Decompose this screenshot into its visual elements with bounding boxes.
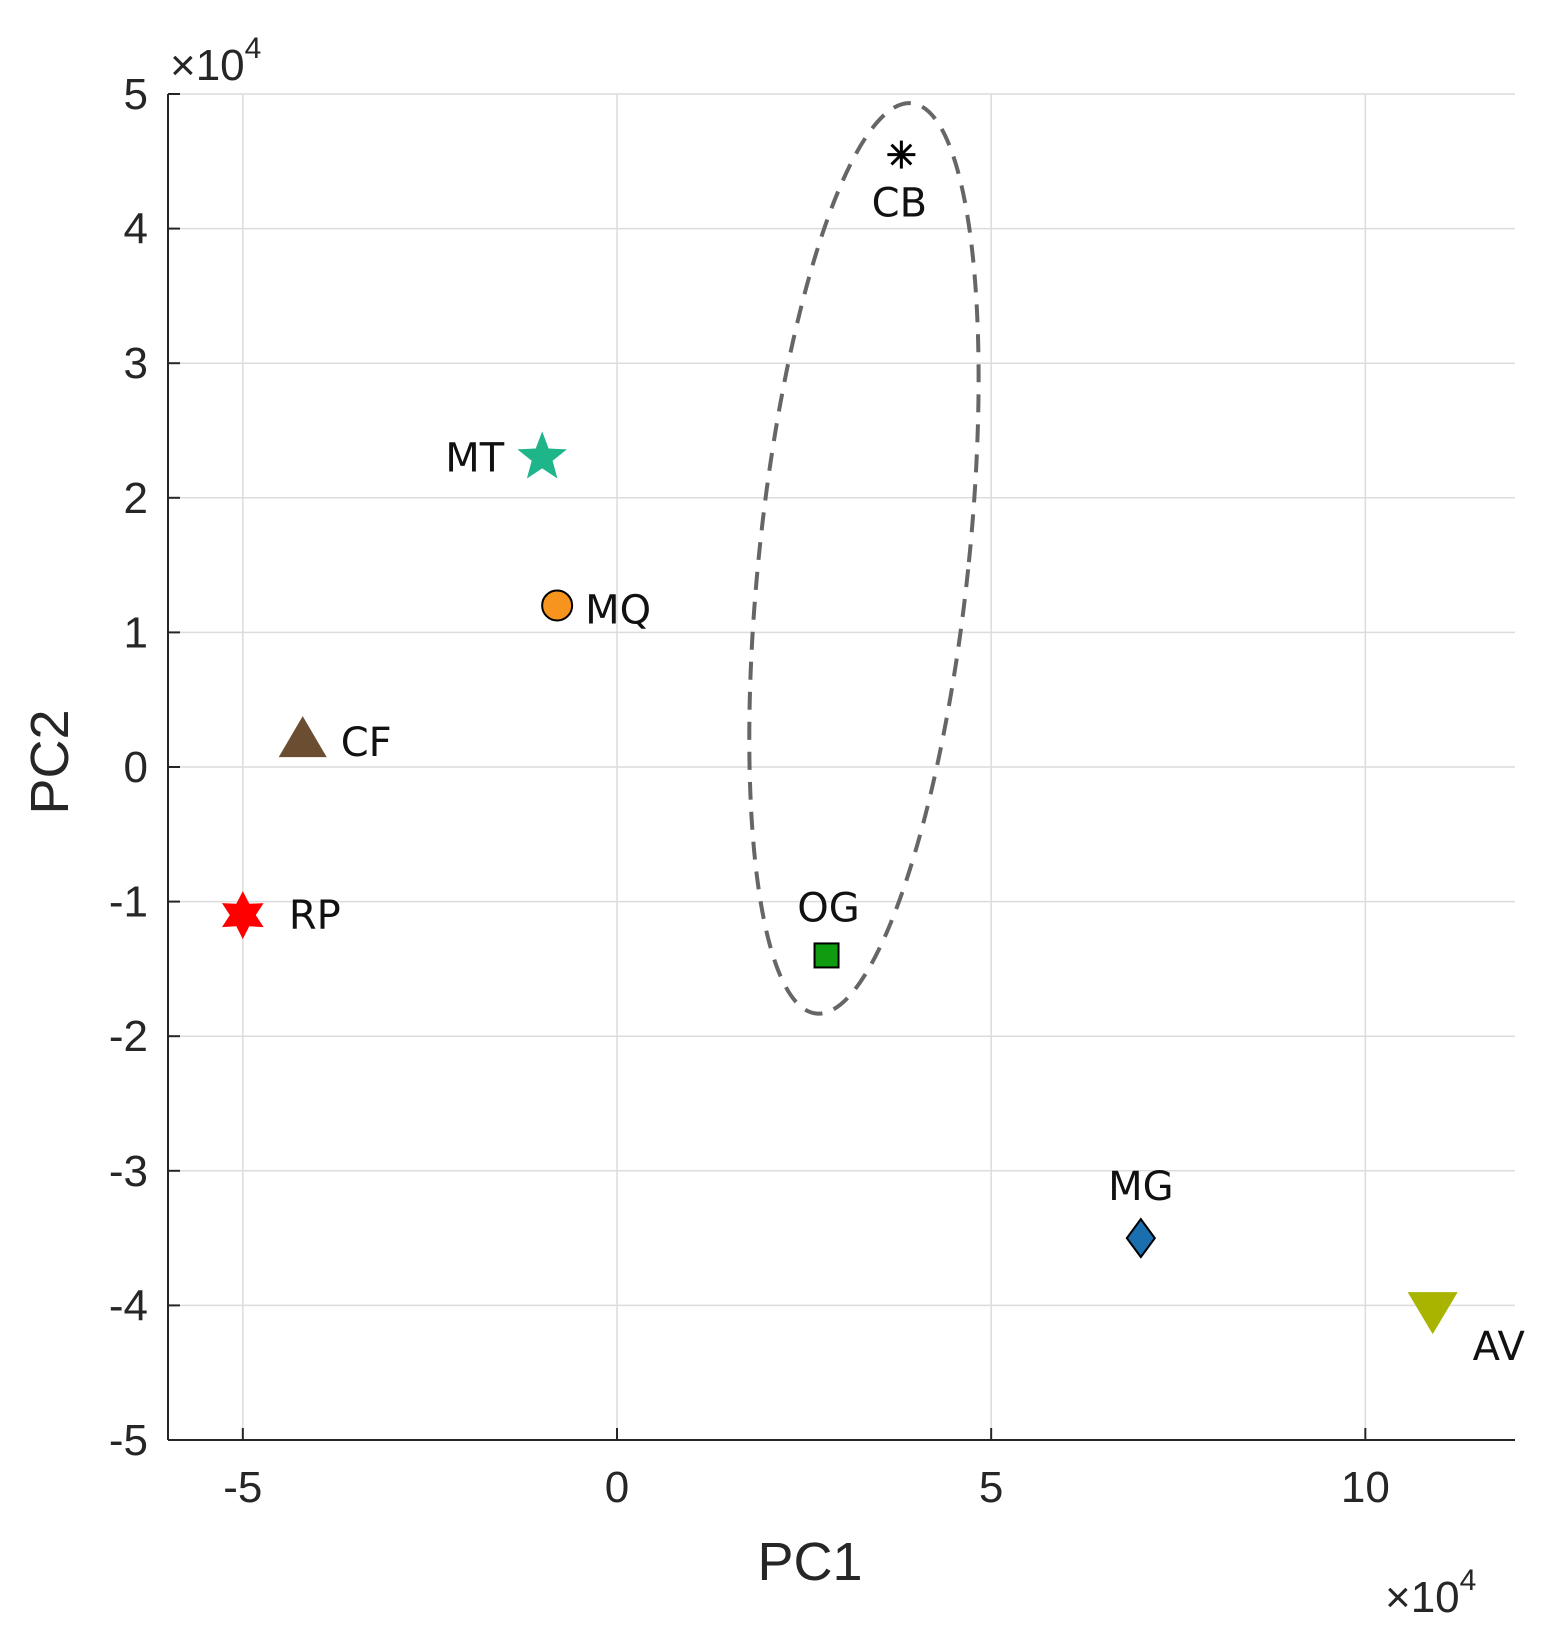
grid-lines	[168, 93, 1515, 1441]
x-multiplier-base: ×10	[1385, 1573, 1460, 1622]
cluster-ellipse-layer	[747, 101, 981, 1016]
y-tick-label: -4	[109, 1281, 148, 1330]
y-axis-multiplier: ×104	[170, 32, 261, 90]
x-axis-label: PC1	[757, 1532, 862, 1592]
y-tick-label: 4	[124, 205, 148, 254]
point-cb-label: CB	[872, 181, 927, 227]
point-cf-label: CF	[341, 720, 392, 766]
point-og-marker	[813, 942, 840, 969]
tick-labels: -5 -4 -3 -2 -1 0 1 2 3 4 5 -5 0 5 10	[109, 70, 1390, 1512]
y-tick-label: -5	[109, 1416, 148, 1465]
y-tick-label: -2	[109, 1012, 148, 1061]
point-rp-marker	[222, 891, 264, 940]
x-tick-label: 0	[605, 1463, 629, 1512]
y-tick-label: 5	[124, 70, 148, 119]
y-tick-label: -3	[109, 1147, 148, 1196]
point-mt-marker	[517, 431, 567, 479]
point-mg-marker	[1125, 1217, 1157, 1259]
x-tick-label: 5	[979, 1463, 1003, 1512]
point-rp-label: RP	[289, 893, 341, 939]
point-mq-marker	[541, 589, 574, 622]
y-tick-label: 3	[124, 339, 148, 388]
x-multiplier-exponent: 4	[1460, 1564, 1477, 1597]
y-tick-label: 0	[124, 743, 148, 792]
point-cb-marker-stroke	[890, 143, 913, 166]
x-axis-multiplier: ×104	[1385, 1564, 1476, 1622]
point-mt-label: MT	[445, 435, 505, 481]
y-multiplier-base: ×10	[170, 41, 245, 90]
point-mq-label: MQ	[585, 587, 651, 633]
point-cb-marker	[887, 140, 916, 169]
point-mg-label: MG	[1108, 1164, 1174, 1210]
x-tick-label: -5	[223, 1463, 262, 1512]
axes	[167, 93, 1515, 1441]
point-av-label: AV	[1473, 1324, 1526, 1370]
y-tick-label: 2	[124, 474, 148, 523]
y-tick-label: 1	[124, 608, 148, 657]
y-tick-label: -1	[109, 878, 148, 927]
point-og-label: OG	[797, 885, 859, 931]
cluster-ellipse	[747, 101, 981, 1016]
point-av-marker	[1407, 1292, 1458, 1335]
x-tick-label: 10	[1341, 1463, 1390, 1512]
point-cf-marker	[278, 716, 327, 758]
y-axis-label: PC2	[20, 709, 80, 814]
data-points: CB MT MQ CF RP OG MG AV	[222, 140, 1526, 1370]
y-multiplier-exponent: 4	[245, 32, 262, 65]
